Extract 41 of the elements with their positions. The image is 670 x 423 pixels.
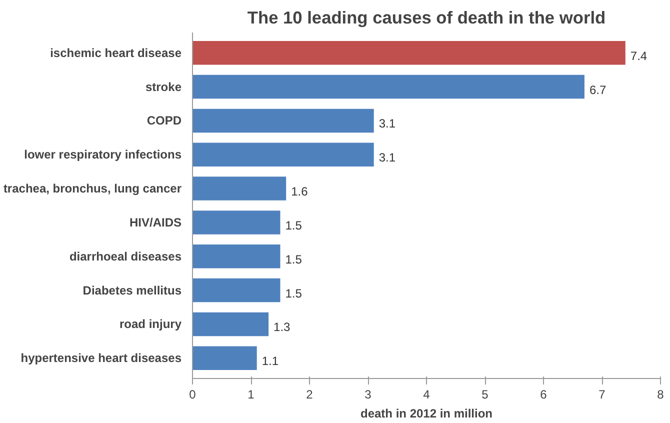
bar xyxy=(192,108,374,133)
x-tick-label: 0 xyxy=(189,388,196,402)
x-tick-label: 8 xyxy=(657,388,664,402)
x-tick-label: 4 xyxy=(423,388,430,402)
data-label: 1.5 xyxy=(285,286,302,300)
data-label: 1.6 xyxy=(291,184,308,199)
x-tick-label: 6 xyxy=(540,388,548,402)
y-tick-label: diarrhoeal diseases xyxy=(69,249,182,264)
data-label: 1.5 xyxy=(285,218,302,232)
data-label: 1.5 xyxy=(285,252,302,266)
bar xyxy=(192,244,280,268)
bar xyxy=(192,346,257,370)
data-label: 1.1 xyxy=(262,354,279,368)
bar xyxy=(192,176,286,200)
y-tick-label: HIV/AIDS xyxy=(129,215,182,230)
x-tick-label: 5 xyxy=(482,388,489,402)
bar xyxy=(192,142,374,166)
y-tick-label: road injury xyxy=(119,317,182,332)
bar xyxy=(192,74,584,99)
data-label: 3.1 xyxy=(378,150,396,165)
bar xyxy=(192,210,280,234)
x-tick-label: 3 xyxy=(364,388,372,402)
data-label: 6.7 xyxy=(589,82,606,97)
x-tick-label: 1 xyxy=(248,388,255,402)
y-tick-label: Diabetes mellitus xyxy=(82,283,182,298)
x-tick-label: 7 xyxy=(598,388,606,402)
y-tick-label: lower respiratory infections xyxy=(24,148,182,162)
y-tick-label: ischemic heart disease xyxy=(50,46,182,60)
bar xyxy=(192,40,626,65)
data-label: 3.1 xyxy=(378,116,396,131)
data-label: 7.4 xyxy=(630,48,648,63)
chart-title: The 10 leading causes of death in the world xyxy=(247,8,606,28)
y-tick-label: trachea, bronchus, lung cancer xyxy=(3,182,182,196)
x-tick-label: 2 xyxy=(306,388,314,402)
y-tick-label: COPD xyxy=(146,114,182,128)
bar xyxy=(192,278,280,302)
data-label: 1.3 xyxy=(274,320,291,334)
x-axis-title: death in 2012 in million xyxy=(360,406,493,420)
bar xyxy=(192,312,269,336)
y-tick-label: stroke xyxy=(145,80,182,94)
y-tick-label: hypertensive heart diseases xyxy=(20,351,182,366)
